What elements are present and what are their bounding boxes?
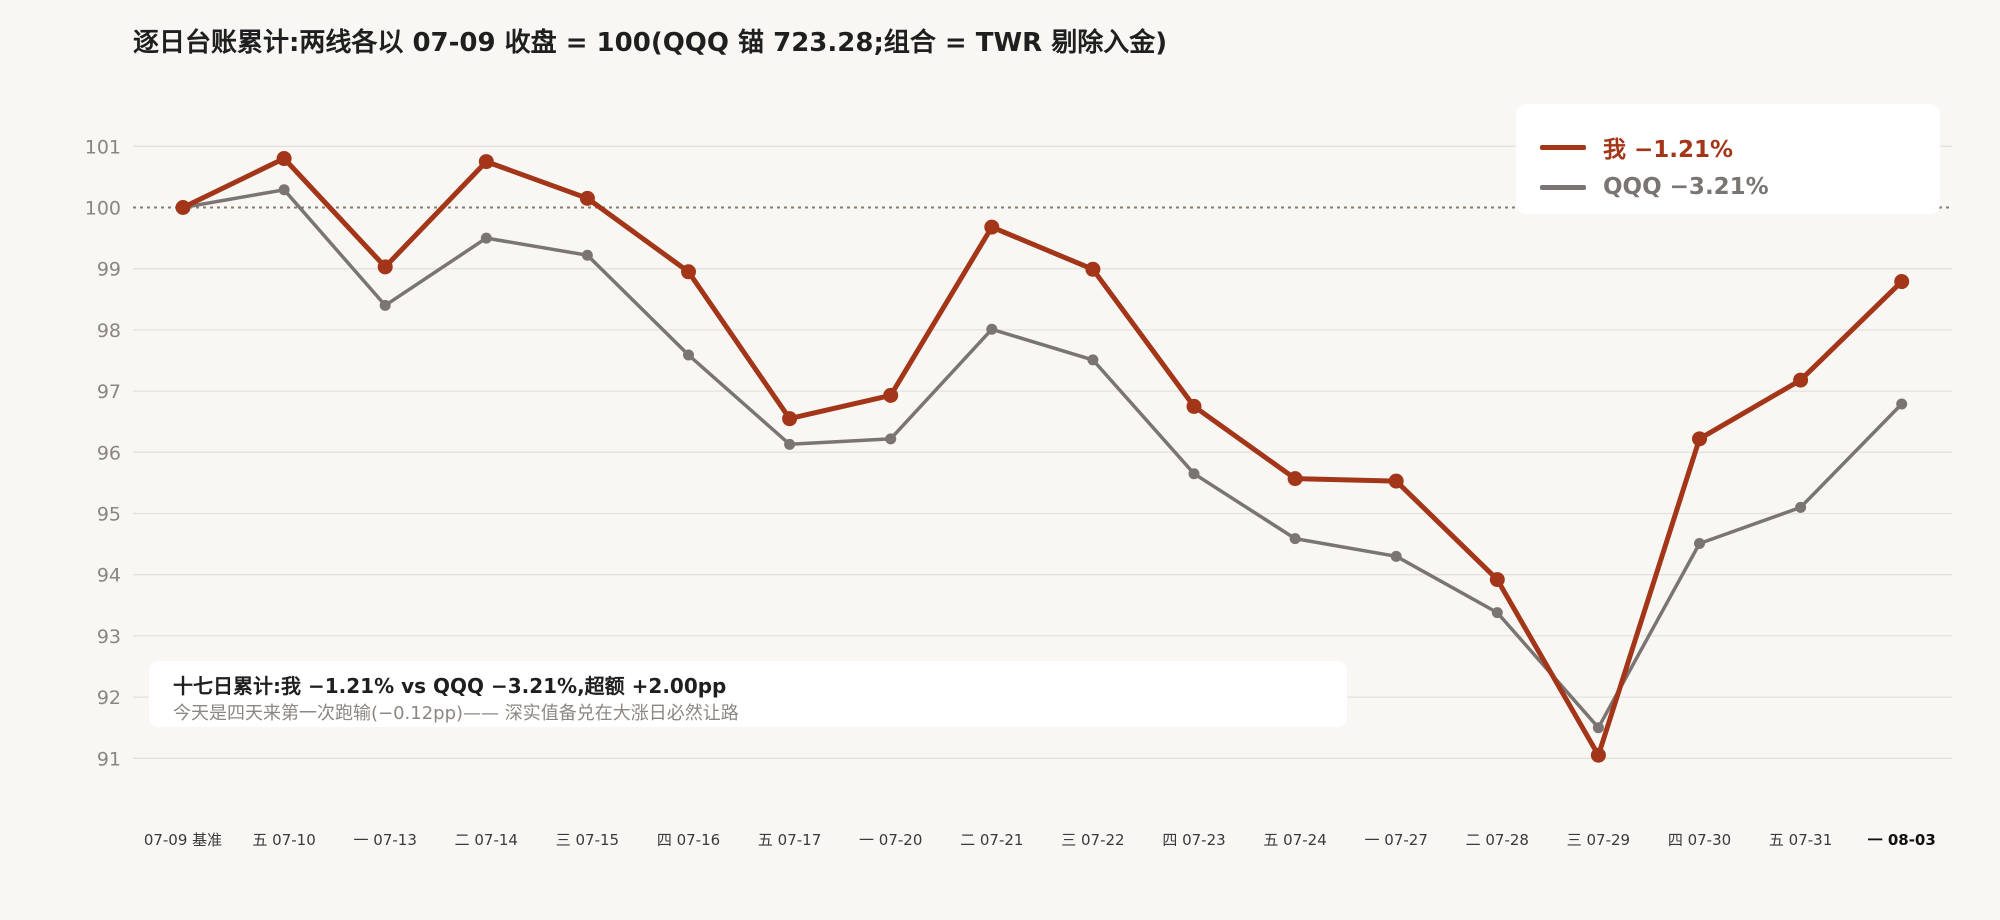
legend-swatch-qqq bbox=[1540, 184, 1586, 190]
summary-note: 十七日累计:我 −1.21% vs QQQ −3.21%,超额 +2.00pp … bbox=[149, 661, 1347, 727]
x-tick-label: 三 07-29 bbox=[1567, 831, 1630, 849]
data-point-qqq bbox=[1188, 468, 1200, 480]
data-point-qqq bbox=[885, 433, 897, 445]
data-point-qqq bbox=[784, 438, 796, 450]
y-tick-label: 95 bbox=[97, 504, 121, 526]
data-point-me bbox=[276, 151, 292, 167]
data-point-qqq bbox=[379, 299, 391, 311]
data-point-qqq bbox=[1087, 354, 1099, 366]
data-point-me bbox=[883, 387, 899, 403]
x-tick-label: 三 07-22 bbox=[1061, 831, 1124, 849]
x-tick-label: 五 07-31 bbox=[1769, 831, 1832, 849]
data-point-qqq bbox=[1289, 533, 1301, 545]
data-point-qqq bbox=[1896, 398, 1908, 410]
y-tick-label: 92 bbox=[97, 687, 121, 709]
data-point-qqq bbox=[278, 184, 290, 196]
data-point-qqq bbox=[1795, 501, 1807, 513]
data-point-qqq bbox=[1694, 537, 1705, 549]
legend-swatch-me bbox=[1540, 144, 1586, 150]
data-point-me bbox=[1489, 572, 1505, 588]
legend-label-qqq: QQQ −3.21% bbox=[1603, 174, 1769, 200]
data-point-me bbox=[782, 411, 798, 427]
summary-headline: 十七日累计:我 −1.21% vs QQQ −3.21%,超额 +2.00pp bbox=[173, 674, 727, 698]
data-point-me bbox=[579, 190, 595, 206]
x-tick-label: 一 08-03 bbox=[1868, 831, 1936, 849]
x-tick-label: 二 07-21 bbox=[960, 831, 1023, 849]
y-tick-label: 93 bbox=[97, 626, 121, 648]
y-tick-label: 98 bbox=[97, 320, 121, 342]
data-point-me bbox=[1287, 471, 1303, 487]
series-lines bbox=[175, 151, 1910, 763]
data-point-me bbox=[175, 200, 191, 215]
y-tick-label: 101 bbox=[85, 136, 121, 158]
data-point-qqq bbox=[683, 349, 694, 361]
data-point-me bbox=[984, 219, 1000, 235]
x-tick-label: 五 07-17 bbox=[758, 831, 821, 849]
data-point-me bbox=[377, 259, 393, 275]
x-tick-label: 一 07-13 bbox=[354, 831, 417, 849]
y-tick-label: 91 bbox=[97, 748, 121, 770]
data-point-qqq bbox=[581, 249, 593, 261]
data-point-me bbox=[1186, 398, 1202, 414]
data-point-qqq bbox=[1491, 607, 1503, 619]
y-axis-ticks: 91 92 93 94 95 96 97 98 99 100 101 bbox=[85, 136, 121, 770]
y-tick-label: 96 bbox=[97, 442, 121, 464]
data-point-me bbox=[478, 154, 494, 170]
y-tick-label: 99 bbox=[97, 259, 121, 281]
data-point-me bbox=[1590, 747, 1606, 763]
data-point-me bbox=[1793, 372, 1809, 388]
legend-label-me: 我 −1.21% bbox=[1603, 137, 1734, 163]
chart-title: 逐日台账累计:两线各以 07-09 收盘 = 100(QQQ 锚 723.28;… bbox=[133, 28, 1168, 58]
x-tick-label: 二 07-14 bbox=[455, 831, 518, 849]
data-point-me bbox=[1692, 431, 1707, 447]
data-point-qqq bbox=[986, 323, 998, 335]
x-tick-label: 一 07-27 bbox=[1365, 831, 1428, 849]
series-line-qqq bbox=[181, 188, 1904, 730]
x-tick-label: 一 07-20 bbox=[859, 831, 922, 849]
x-tick-label: 07-09 基准 bbox=[144, 831, 222, 849]
data-point-qqq bbox=[1592, 722, 1604, 734]
summary-detail: 今天是四天来第一次跑输(−0.12pp)—— 深实值备兑在大涨日必然让路 bbox=[173, 703, 739, 724]
y-tick-label: 100 bbox=[85, 198, 121, 220]
data-point-me bbox=[1085, 261, 1101, 277]
x-tick-label: 二 07-28 bbox=[1466, 831, 1529, 849]
series-line-me bbox=[180, 156, 1905, 758]
data-point-qqq bbox=[480, 232, 492, 244]
legend: 我 −1.21% QQQ −3.21% bbox=[1516, 104, 1940, 214]
x-axis-ticks: 07-09 基准 五 07-10 一 07-13 二 07-14 三 07-15 四 07… bbox=[144, 831, 1936, 849]
x-tick-label: 四 07-30 bbox=[1668, 831, 1731, 849]
data-point-me bbox=[681, 264, 696, 280]
x-tick-label: 五 07-24 bbox=[1263, 831, 1326, 849]
data-point-me bbox=[1388, 473, 1404, 489]
x-tick-label: 三 07-15 bbox=[556, 831, 619, 849]
data-point-me bbox=[1894, 274, 1910, 290]
x-tick-label: 四 07-16 bbox=[657, 831, 720, 849]
legend-item-qqq: QQQ −3.21% bbox=[1540, 174, 1769, 200]
y-tick-label: 94 bbox=[97, 565, 121, 587]
data-point-qqq bbox=[1390, 550, 1402, 562]
legend-item-me: 我 −1.21% bbox=[1540, 130, 1733, 164]
x-tick-label: 五 07-10 bbox=[252, 831, 315, 849]
x-tick-label: 四 07-23 bbox=[1162, 831, 1225, 849]
y-tick-label: 97 bbox=[97, 381, 121, 403]
